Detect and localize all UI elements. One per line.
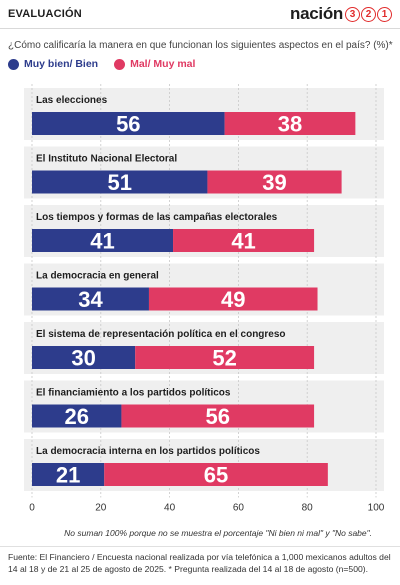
- bar-positive: [32, 229, 174, 252]
- x-tick-label: 80: [302, 503, 314, 514]
- legend-label-positive: Muy bien/ Bien: [24, 58, 99, 70]
- bar-positive: [32, 287, 149, 311]
- bar-negative: [104, 463, 328, 486]
- bar-value-label: 21: [56, 463, 80, 488]
- bar-value-label: 39: [262, 170, 286, 195]
- x-tick-label: 20: [95, 503, 107, 514]
- category-label: Los tiempos y formas de las campañas ele…: [36, 212, 278, 223]
- bar-negative: [148, 287, 318, 311]
- section-label: EVALUACIÓN: [8, 8, 82, 20]
- bar-positive: [32, 346, 136, 369]
- legend-label-negative: Mal/ Muy mal: [130, 58, 196, 70]
- bar-negative: [121, 404, 315, 428]
- bar-positive: [32, 170, 208, 194]
- brand-digits: 3 2 1: [344, 6, 392, 22]
- x-tick-label: 0: [29, 503, 35, 514]
- x-tick-label: 40: [164, 503, 176, 514]
- bar-value-label: 65: [204, 463, 228, 488]
- brand-digit-1: 3: [345, 6, 360, 22]
- category-label: El Instituto Nacional Electoral: [36, 154, 177, 165]
- chart-footnote: No suman 100% porque no se muestra el po…: [64, 528, 372, 538]
- bar-positive: [32, 404, 122, 428]
- brand-digit-3: 1: [377, 6, 392, 22]
- x-tick-label: 100: [368, 503, 385, 514]
- brand-digit-2: 2: [361, 6, 376, 22]
- bar-value-label: 52: [212, 346, 236, 371]
- bar-value-label: 51: [107, 170, 131, 195]
- bar-value-label: 56: [116, 112, 140, 137]
- brand-logo[interactable]: nación 3 2 1: [290, 4, 392, 24]
- footer-divider: [0, 546, 400, 547]
- legend-item-negative: Mal/ Muy mal: [114, 58, 195, 70]
- x-tick-label: 60: [233, 503, 245, 514]
- bar-negative: [173, 229, 315, 252]
- header-bar: EVALUACIÓN nación 3 2 1: [0, 0, 400, 28]
- brand-wordmark: nación: [290, 4, 343, 23]
- bar-value-label: 41: [90, 229, 114, 254]
- bar-positive: [32, 112, 225, 135]
- category-label: La democracia en general: [36, 271, 159, 282]
- bar-positive: [32, 463, 105, 486]
- bar-value-label: 30: [71, 346, 95, 371]
- category-label: El financiamiento a los partidos polític…: [36, 388, 231, 399]
- bar-value-label: 49: [221, 287, 245, 312]
- legend-item-positive: Muy bien/ Bien: [8, 58, 98, 70]
- bar-value-label: 34: [78, 287, 103, 312]
- bar-value-label: 41: [231, 229, 255, 254]
- chart-question: ¿Cómo calificaría la manera en que funci…: [8, 40, 393, 51]
- bar-negative: [224, 112, 356, 135]
- bar-negative: [135, 346, 315, 369]
- category-label: La democracia interna en los partidos po…: [36, 446, 260, 457]
- bar-value-label: 26: [64, 404, 88, 429]
- bar-value-label: 56: [206, 404, 230, 429]
- category-label: El sistema de representación política en…: [36, 329, 286, 340]
- category-label: Las elecciones: [36, 95, 108, 106]
- stacked-bar-chart: 0 20 40 60 80 100 Las elecciones 56 38 El Institu…: [24, 84, 385, 514]
- legend-swatch-positive: [8, 58, 19, 70]
- chart-legend: Muy bien/ Bien Mal/ Muy mal: [8, 58, 211, 70]
- bar-negative: [207, 170, 342, 194]
- header-divider: [0, 28, 400, 29]
- legend-swatch-negative: [114, 58, 126, 70]
- bar-value-label: 38: [278, 112, 302, 137]
- source-note: Fuente: El Financiero / Encuesta naciona…: [8, 552, 391, 574]
